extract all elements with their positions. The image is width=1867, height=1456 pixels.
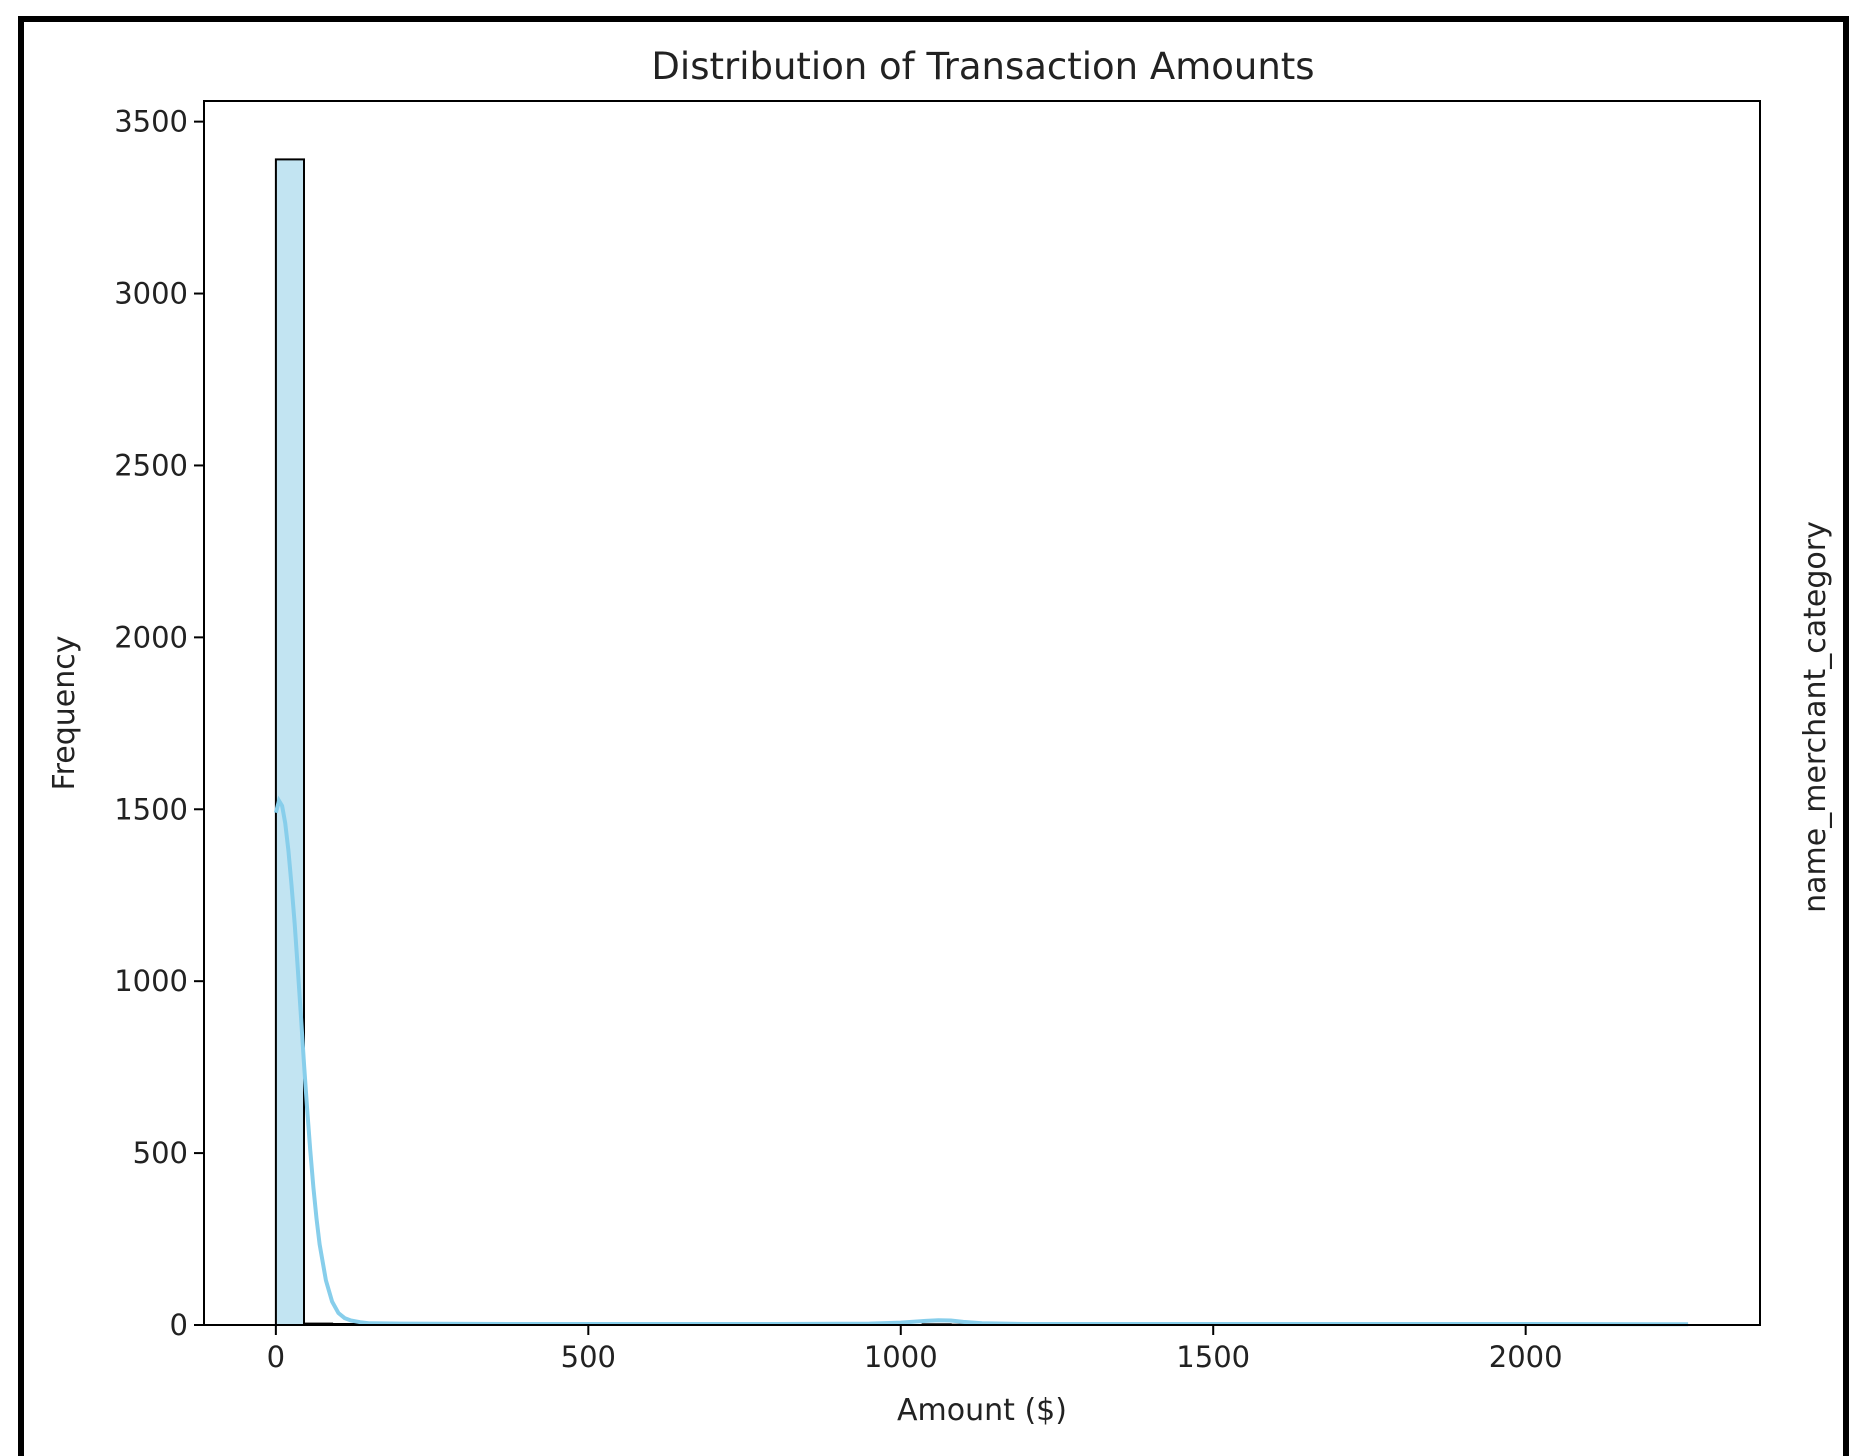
histogram-bars — [276, 159, 979, 1325]
x-tick-label: 0 — [267, 1340, 285, 1374]
y-tick-label: 0 — [170, 1308, 188, 1342]
y-axis-label: Frequency — [47, 636, 82, 791]
right-axis-label: name_merchant_category — [1798, 521, 1833, 913]
y-tick-label: 3500 — [114, 105, 188, 139]
x-tick-label: 1000 — [864, 1340, 938, 1374]
x-tick-label: 2000 — [1489, 1340, 1563, 1374]
y-tick-label: 1500 — [114, 792, 188, 826]
kde-curve — [276, 801, 1688, 1325]
y-tick-label: 1000 — [114, 964, 188, 998]
histogram-bar — [276, 159, 304, 1325]
y-tick-label: 3000 — [114, 277, 188, 311]
y-tick-label: 2500 — [114, 448, 188, 482]
y-axis-ticks: 0 500 1000 1500 2000 2500 3000 3500 — [114, 105, 204, 1342]
x-axis-label: Amount ($) — [897, 1393, 1067, 1428]
y-tick-label: 500 — [133, 1136, 188, 1170]
chart-title: Distribution of Transaction Amounts — [651, 45, 1314, 88]
x-tick-label: 1500 — [1176, 1340, 1250, 1374]
plot-area-border — [204, 101, 1760, 1325]
x-axis-ticks: 0 500 1000 1500 2000 — [267, 1325, 1563, 1374]
x-tick-label: 500 — [561, 1340, 616, 1374]
y-tick-label: 2000 — [114, 620, 188, 654]
